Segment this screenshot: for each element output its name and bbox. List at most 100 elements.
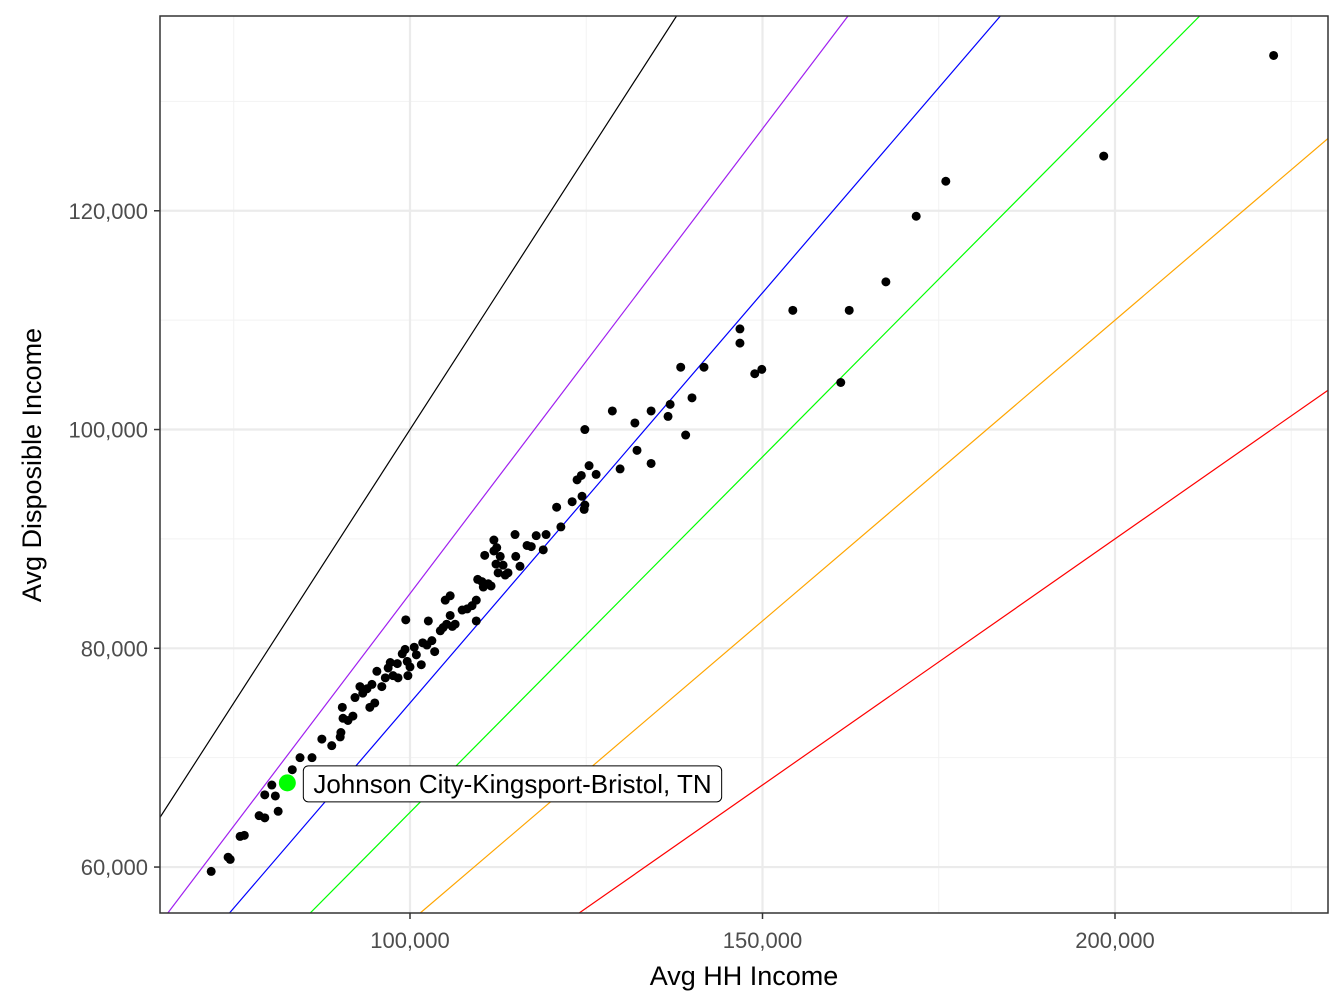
data-point: [531, 531, 541, 541]
data-point: [607, 406, 617, 416]
highlight-label-box: [302, 765, 723, 803]
highlight-group: Johnson City-Kingsport-Bristol, TN: [278, 765, 723, 803]
data-point: [393, 673, 403, 683]
data-point: [1099, 151, 1109, 161]
data-point: [538, 545, 548, 555]
data-point: [400, 644, 410, 654]
data-point: [370, 698, 380, 708]
data-point: [911, 211, 921, 221]
data-point: [699, 362, 709, 372]
data-point: [632, 445, 642, 455]
data-point: [584, 461, 594, 471]
data-point: [646, 458, 656, 468]
data-point: [450, 619, 460, 629]
data-point: [348, 711, 358, 721]
data-point: [676, 362, 686, 372]
data-point: [541, 530, 551, 540]
data-point: [430, 647, 440, 657]
data-point: [591, 469, 601, 479]
y-tick-label: 100,000: [68, 418, 148, 443]
data-point: [239, 830, 249, 840]
data-point: [836, 378, 846, 388]
data-point: [372, 666, 382, 676]
reference-line: [160, 16, 678, 818]
data-point: [515, 561, 525, 571]
data-point: [665, 399, 675, 409]
data-point: [423, 616, 433, 626]
data-point: [511, 551, 521, 561]
data-point: [225, 854, 235, 864]
y-tick-label: 80,000: [81, 636, 148, 661]
data-point: [471, 616, 481, 626]
data-point: [556, 522, 566, 532]
data-point: [295, 753, 305, 763]
data-point: [260, 790, 270, 800]
data-point: [646, 406, 656, 416]
data-point: [735, 338, 745, 348]
x-tick-label: 100,000: [370, 928, 450, 953]
data-point: [385, 658, 395, 668]
plot-panel: [160, 16, 1328, 913]
reference-line: [309, 16, 1201, 913]
data-point: [377, 682, 387, 692]
data-point: [615, 464, 625, 474]
data-point: [416, 660, 426, 670]
y-tick-label: 120,000: [68, 199, 148, 224]
data-point: [491, 559, 501, 569]
data-point: [270, 791, 280, 801]
data-point: [336, 728, 346, 738]
data-point: [392, 659, 402, 669]
data-point: [663, 411, 673, 421]
data-point: [367, 679, 377, 689]
data-points: [206, 50, 1279, 876]
data-point: [579, 504, 589, 514]
data-point: [492, 543, 502, 553]
data-point: [881, 277, 891, 287]
data-point: [844, 305, 854, 315]
data-point: [273, 806, 283, 816]
data-point: [445, 591, 455, 601]
data-point: [735, 324, 745, 334]
data-point: [567, 497, 577, 507]
data-point: [510, 530, 520, 540]
data-point: [380, 673, 390, 683]
highlight-point: [278, 774, 296, 792]
data-point: [337, 702, 347, 712]
data-point: [327, 741, 337, 751]
x-tick-label: 200,000: [1075, 928, 1155, 953]
data-point: [486, 581, 496, 591]
data-point: [401, 615, 411, 625]
reference-line: [229, 16, 1001, 913]
x-tick-label: 150,000: [723, 928, 803, 953]
data-point: [1269, 50, 1279, 60]
data-point: [750, 369, 760, 379]
data-point: [350, 693, 360, 703]
data-point: [445, 610, 455, 620]
data-point: [403, 671, 413, 681]
data-point: [495, 551, 505, 561]
data-point: [757, 364, 767, 374]
data-point: [503, 568, 513, 578]
data-point: [498, 560, 508, 570]
y-tick-label: 60,000: [81, 855, 148, 880]
gridlines: [160, 16, 1328, 913]
axes: 100,000 150,000 200,000 60,000 80,000 100,000…: [68, 199, 1154, 953]
data-point: [427, 636, 437, 646]
data-point: [409, 642, 419, 652]
data-point: [681, 430, 691, 440]
data-point: [580, 425, 590, 435]
data-point: [338, 713, 348, 723]
data-point: [260, 813, 270, 823]
data-point: [526, 542, 536, 552]
reference-line: [167, 16, 849, 913]
data-point: [307, 753, 317, 763]
panel-border: [159, 15, 1329, 914]
highlight-label: Johnson City-Kingsport-Bristol, TN: [313, 769, 711, 799]
data-point: [480, 550, 490, 560]
data-point: [489, 535, 499, 545]
y-axis-title: Avg Disposible Income: [17, 328, 47, 602]
data-point: [471, 595, 481, 605]
data-point: [576, 470, 586, 480]
reference-line: [578, 389, 1328, 913]
